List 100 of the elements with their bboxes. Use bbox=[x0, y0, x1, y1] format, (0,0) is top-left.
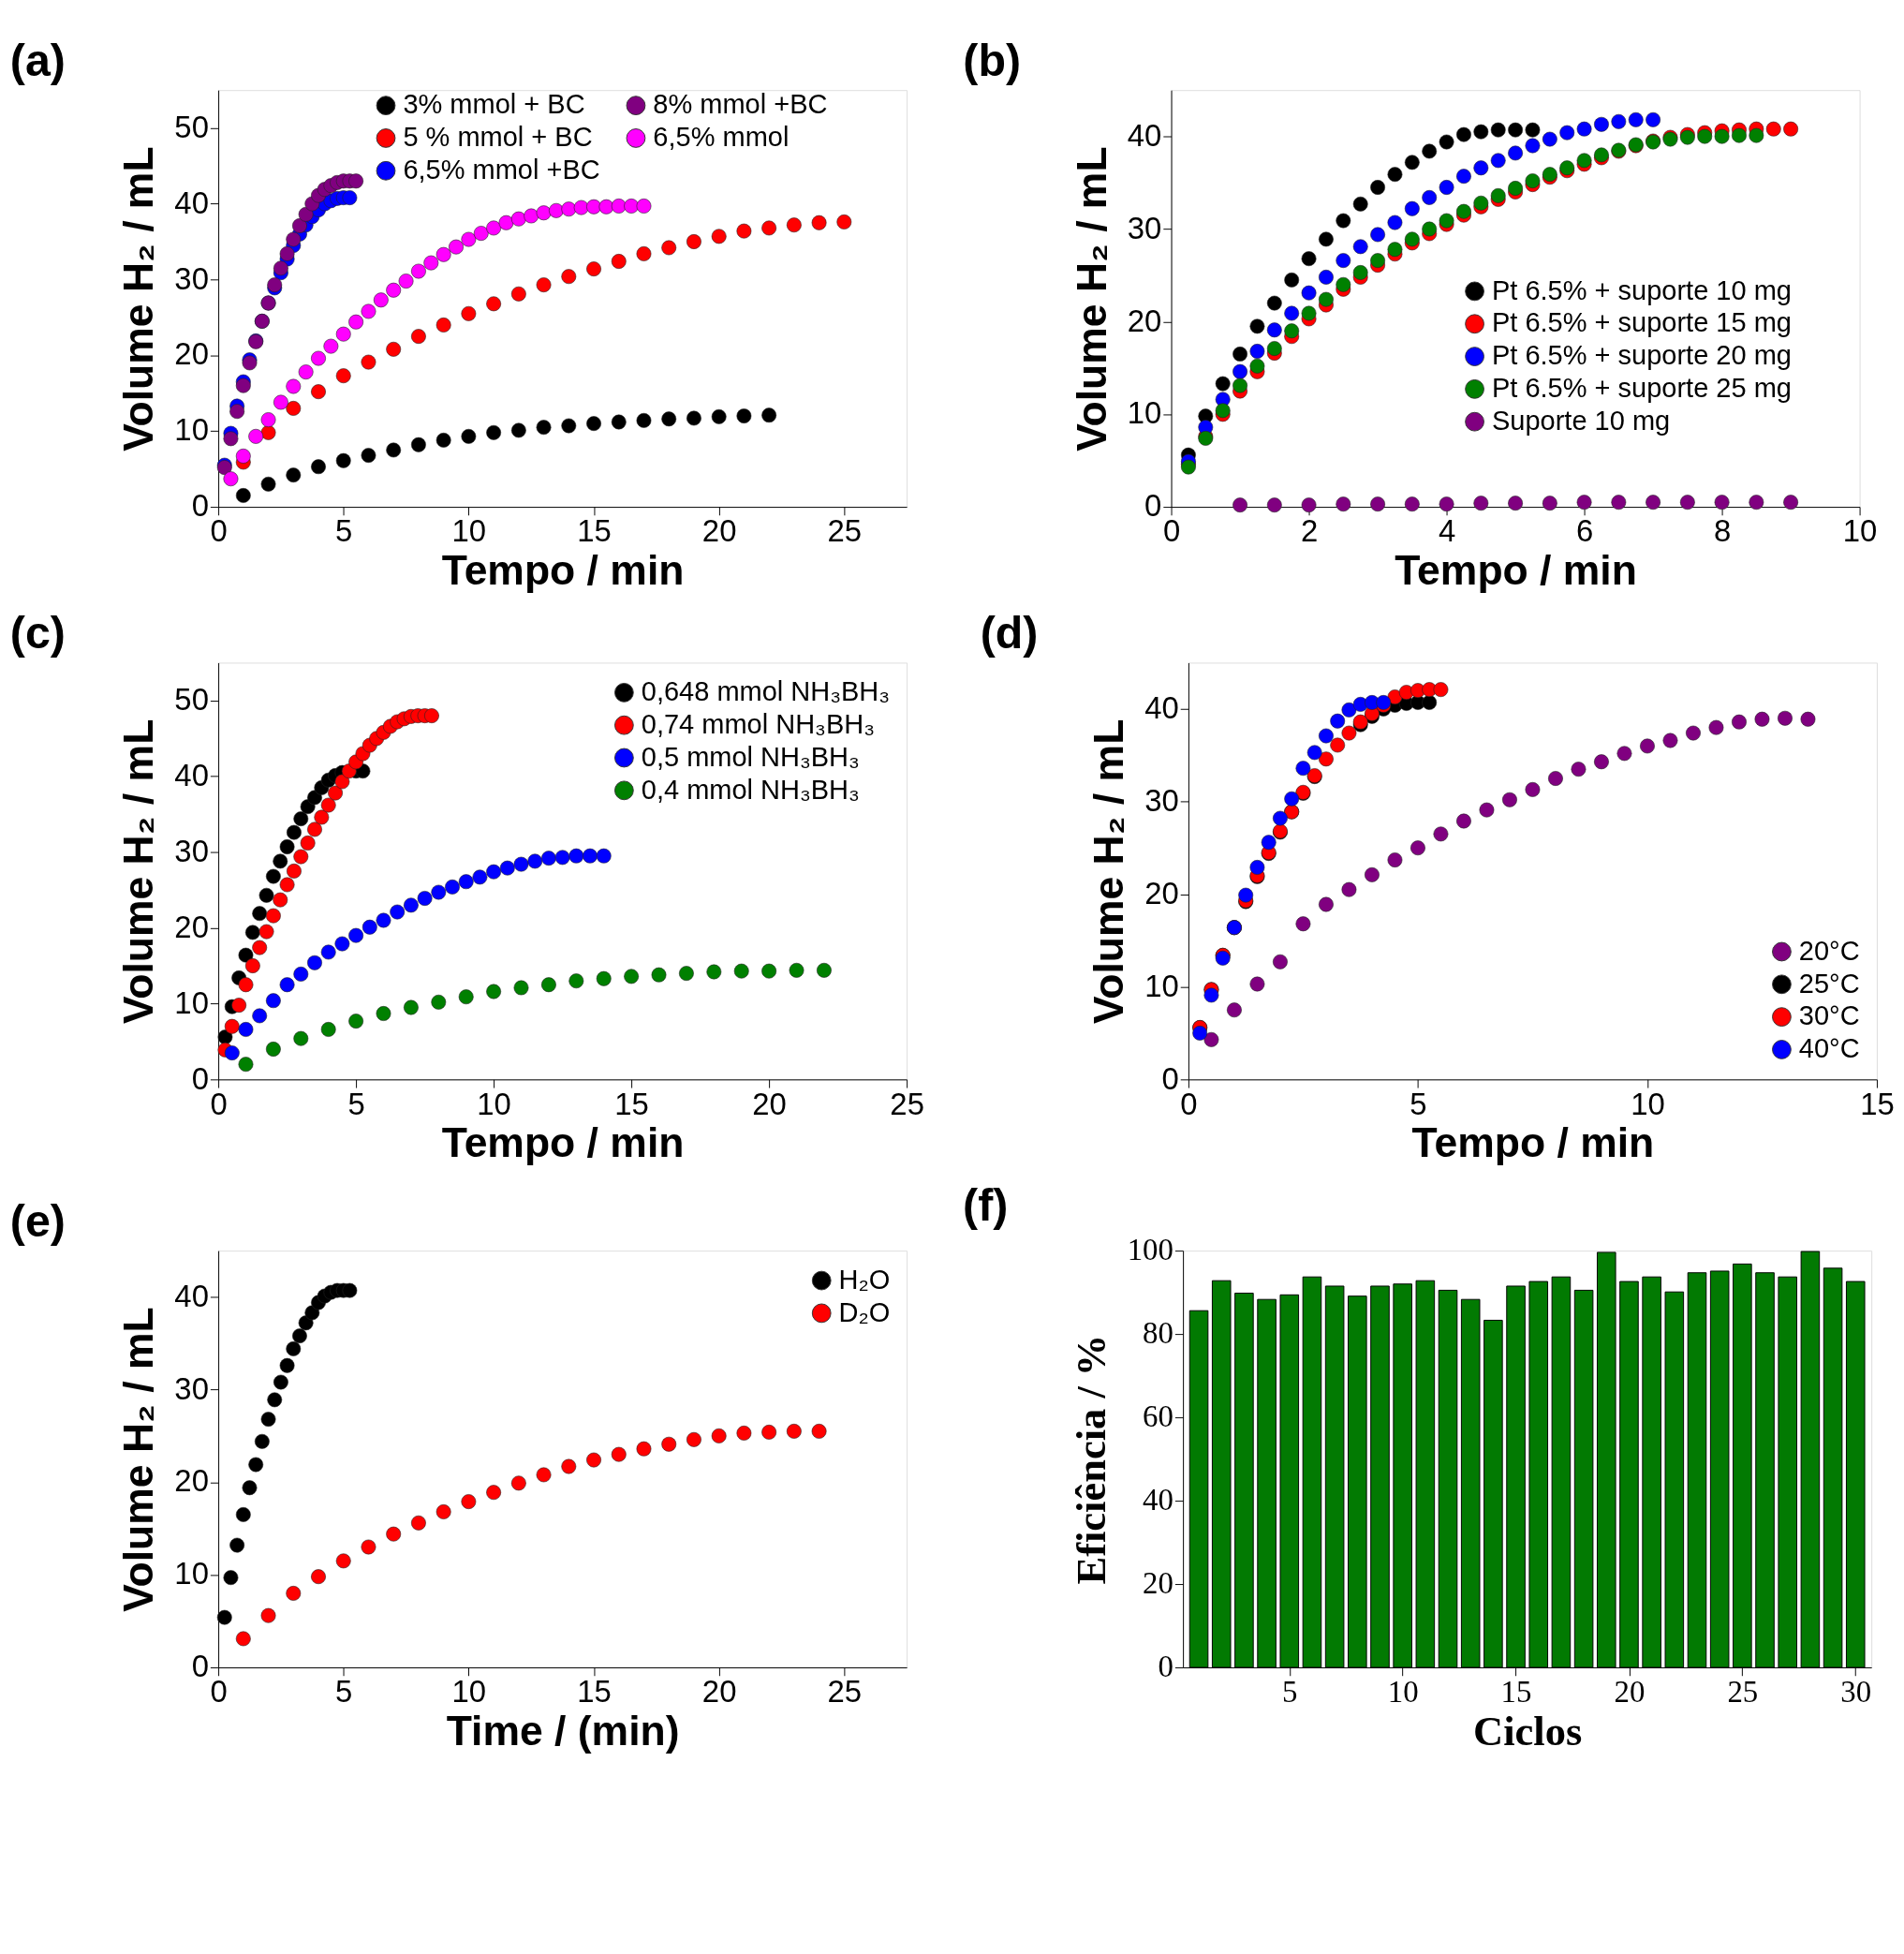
y-tick-label: 0 bbox=[191, 1060, 209, 1096]
legend-label: 0,4 mmol NH₃BH₃ bbox=[641, 774, 860, 805]
x-tick-label: 2 bbox=[1300, 513, 1319, 549]
legend-label: Suporte 10 mg bbox=[1491, 405, 1671, 436]
y-tick-label: 0 bbox=[191, 488, 209, 524]
y-tick-label: 30 bbox=[1144, 782, 1179, 818]
legend-label: 0,5 mmol NH₃BH₃ bbox=[641, 741, 860, 772]
legend-label: D₂O bbox=[838, 1296, 891, 1327]
x-tick-label: 10 bbox=[477, 1086, 511, 1121]
x-tick-label: 4 bbox=[1438, 513, 1456, 549]
x-tick-label: 10 bbox=[451, 513, 487, 549]
chart-title: (f) bbox=[963, 1179, 1009, 1231]
y-tick-label: 30 bbox=[174, 260, 209, 296]
x-axis-title: Time / (min) bbox=[446, 1707, 680, 1754]
x-tick-label: 25 bbox=[827, 1674, 863, 1710]
x-tick-label: 8 bbox=[1713, 513, 1732, 549]
x-tick-label: 10 bbox=[451, 1674, 487, 1710]
x-axis-title: Tempo / min bbox=[441, 1119, 685, 1166]
legend-label: 0,74 mmol NH₃BH₃ bbox=[641, 708, 875, 739]
x-tick-label: 25 bbox=[1727, 1675, 1759, 1710]
y-tick-label: 10 bbox=[1127, 395, 1162, 431]
chart-title: (b) bbox=[963, 34, 1022, 85]
chart-title: (c) bbox=[9, 606, 66, 658]
x-tick-label: 20 bbox=[1614, 1675, 1646, 1710]
y-tick-label: 0 bbox=[191, 1649, 209, 1684]
y-tick-label: 40 bbox=[1144, 690, 1179, 726]
x-axis-title: Ciclos bbox=[1473, 1707, 1583, 1754]
y-tick-label: 50 bbox=[174, 109, 209, 144]
x-tick-label: 5 bbox=[1282, 1675, 1298, 1710]
y-tick-label: 40 bbox=[174, 757, 209, 792]
y-tick-label: 10 bbox=[174, 412, 209, 448]
x-tick-label: 25 bbox=[827, 513, 863, 549]
x-tick-label: 25 bbox=[890, 1086, 924, 1121]
x-tick-label: 20 bbox=[701, 513, 737, 549]
x-axis-title: Tempo / min bbox=[1411, 1119, 1655, 1166]
y-tick-label: 20 bbox=[1127, 303, 1162, 338]
x-tick-label: 20 bbox=[752, 1086, 787, 1121]
y-tick-label: 20 bbox=[174, 909, 209, 944]
y-tick-label: 20 bbox=[174, 1463, 209, 1499]
y-tick-label: 40 bbox=[174, 185, 209, 220]
y-tick-label: 100 bbox=[1127, 1233, 1173, 1267]
x-tick-label: 15 bbox=[1500, 1675, 1532, 1710]
y-tick-label: 50 bbox=[174, 682, 209, 718]
y-tick-label: 20 bbox=[174, 336, 209, 372]
legend-label: Pt 6.5% + suporte 10 mg bbox=[1491, 274, 1792, 305]
y-axis-title: Eficiência / % bbox=[1068, 1334, 1115, 1585]
y-tick-label: 10 bbox=[174, 984, 209, 1020]
y-axis-title: Volume H₂ / mL bbox=[1068, 146, 1114, 451]
x-tick-label: 5 bbox=[335, 1674, 353, 1710]
chart-title: (d) bbox=[980, 606, 1039, 658]
x-tick-label: 15 bbox=[614, 1086, 649, 1121]
legend-label: 20°C bbox=[1798, 935, 1860, 966]
x-axis-title: Tempo / min bbox=[1395, 546, 1637, 593]
legend-label: 0,648 mmol NH₃BH₃ bbox=[641, 676, 891, 707]
y-tick-label: 0 bbox=[1144, 488, 1162, 524]
legend-label: 6,5% mmol +BC bbox=[403, 154, 600, 185]
legend-label: 3% mmol + BC bbox=[403, 89, 585, 120]
x-tick-label: 5 bbox=[347, 1086, 365, 1121]
x-tick-label: 6 bbox=[1575, 513, 1594, 549]
y-axis-title: Volume H₂ / mL bbox=[115, 146, 162, 451]
x-tick-label: 15 bbox=[577, 513, 612, 549]
y-tick-label: 30 bbox=[1127, 210, 1162, 245]
y-tick-label: 40 bbox=[174, 1278, 209, 1313]
x-tick-label: 10 bbox=[1631, 1086, 1665, 1121]
y-tick-label: 80 bbox=[1143, 1316, 1173, 1351]
chart-title: (a) bbox=[9, 34, 66, 85]
x-tick-label: 15 bbox=[577, 1674, 612, 1710]
y-tick-label: 20 bbox=[1144, 875, 1179, 910]
legend-label: 40°C bbox=[1798, 1033, 1860, 1064]
legend-label: Pt 6.5% + suporte 25 mg bbox=[1491, 373, 1792, 404]
y-axis-title: Volume H₂ / mL bbox=[1085, 718, 1131, 1025]
x-tick-label: 10 bbox=[1842, 513, 1878, 549]
legend-label: 30°C bbox=[1798, 1000, 1860, 1031]
legend-label: 5 % mmol + BC bbox=[403, 122, 593, 153]
legend-label: H₂O bbox=[838, 1264, 891, 1295]
y-tick-label: 10 bbox=[1144, 968, 1179, 1003]
x-tick-label: 5 bbox=[335, 513, 353, 549]
y-axis-title: Volume H₂ / mL bbox=[115, 718, 162, 1025]
x-tick-label: 5 bbox=[1410, 1086, 1427, 1121]
y-tick-label: 10 bbox=[174, 1556, 209, 1591]
chart-title: (e) bbox=[9, 1194, 66, 1246]
x-tick-label: 10 bbox=[1387, 1675, 1419, 1710]
legend-label: 6,5% mmol bbox=[653, 122, 790, 153]
y-tick-label: 40 bbox=[1127, 117, 1162, 153]
legend-label: 25°C bbox=[1798, 968, 1860, 999]
y-tick-label: 20 bbox=[1143, 1566, 1173, 1601]
y-tick-label: 30 bbox=[174, 833, 209, 868]
y-tick-label: 0 bbox=[1158, 1650, 1173, 1684]
legend-label: 8% mmol +BC bbox=[653, 89, 828, 120]
x-tick-label: 20 bbox=[701, 1674, 737, 1710]
y-axis-title: Volume H₂ / mL bbox=[115, 1307, 162, 1612]
y-tick-label: 0 bbox=[1161, 1060, 1179, 1096]
x-axis-title: Tempo / min bbox=[441, 546, 685, 593]
x-tick-label: 15 bbox=[1860, 1086, 1895, 1121]
legend-label: Pt 6.5% + suporte 20 mg bbox=[1491, 340, 1792, 371]
y-tick-label: 40 bbox=[1143, 1483, 1173, 1517]
legend-label: Pt 6.5% + suporte 15 mg bbox=[1491, 307, 1792, 338]
x-tick-label: 30 bbox=[1840, 1675, 1872, 1710]
y-tick-label: 60 bbox=[1143, 1399, 1173, 1434]
y-tick-label: 30 bbox=[174, 1370, 209, 1406]
